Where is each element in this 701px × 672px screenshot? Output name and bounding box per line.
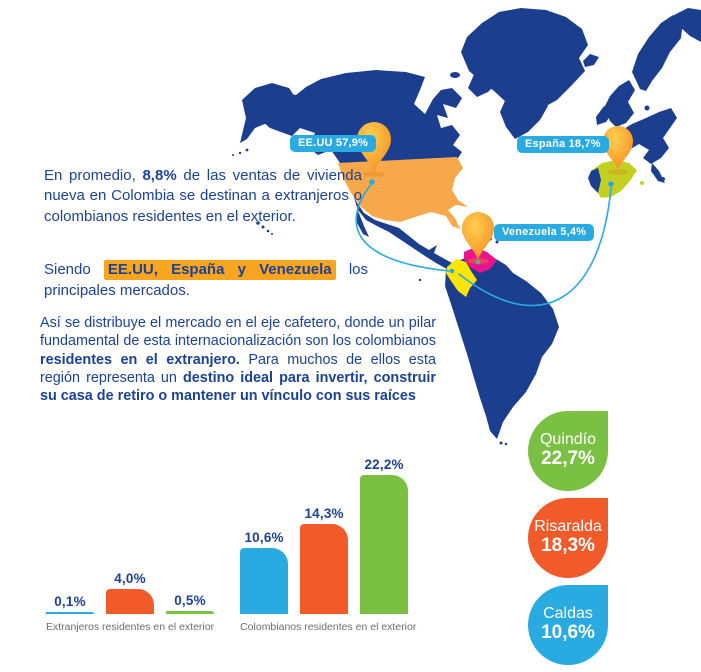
bars-row: 0,1% 4,0% 0,5% <box>46 571 214 614</box>
bar-value-label: 0,1% <box>54 593 86 609</box>
ireland-shape <box>596 106 613 125</box>
mexico-central-america-shape <box>354 198 465 274</box>
arctic-island-shape <box>450 72 460 78</box>
region-value: 18,3% <box>541 535 595 557</box>
bar <box>106 588 154 614</box>
bar-value-label: 14,3% <box>304 506 344 522</box>
hawaii-dot <box>261 225 265 229</box>
corsica-dot <box>661 177 665 181</box>
pin-shadow <box>467 258 489 264</box>
bar-group-label: Colombianos residentes en el exterior <box>240 620 417 633</box>
bar-item: 22,2% <box>360 457 409 614</box>
bar-item: 14,3% <box>300 506 349 614</box>
bar <box>300 524 349 614</box>
spain-pin-icon <box>603 126 633 170</box>
landmasses <box>232 8 701 446</box>
venezuela-pin-icon <box>462 212 494 259</box>
venezuela-shape <box>464 247 497 273</box>
region-text-2: Para muchos de ellos esta región represe… <box>40 351 436 386</box>
bar-chart: 0,1% 4,0% 0,5% Extranjeros residentes en el… <box>46 457 416 633</box>
falklands-dot <box>499 441 503 445</box>
labrador-shape <box>500 89 548 139</box>
aleutian-island-dot <box>245 148 249 152</box>
region-text-1: Así se distribuye el mercado en el eje c… <box>40 315 436 350</box>
region-bubble-quindio: Quindío 22,7% <box>528 411 608 491</box>
bar-chart-group-1: 10,6% 14,3% 22,2% Colombianos residentes en… <box>240 457 416 633</box>
finland-shape <box>674 8 701 42</box>
bar-item: 4,0% <box>106 571 154 614</box>
aleutian-island-dot <box>238 151 242 155</box>
hawaii-dot <box>271 233 273 235</box>
usa-shape <box>338 157 468 229</box>
connection-arcs <box>355 182 612 307</box>
iceland-shape <box>583 54 599 67</box>
puerto-rico-dot <box>495 240 499 244</box>
bar-chart-group-0: 0,1% 4,0% 0,5% Extranjeros residentes en el… <box>46 571 214 633</box>
arc-colombia-spain <box>458 187 612 307</box>
falklands-dot <box>504 442 508 446</box>
bar-value-label: 10,6% <box>244 529 284 545</box>
region-name: Risaralda <box>534 517 602 535</box>
region-bold-1: residentes en el extranjero. <box>40 351 240 368</box>
region-bold-2: destino ideal para invertir, construir s… <box>40 369 436 405</box>
baja-california-shape <box>356 211 369 237</box>
uk-shape <box>604 80 635 127</box>
pin-shadow <box>608 169 628 175</box>
region-name: Caldas <box>543 604 593 622</box>
intro-bold-percent: 8,8% <box>142 167 177 184</box>
intro-text-pre: En promedio, <box>44 167 143 184</box>
bars-row: 10,6% 14,3% 22,2% <box>240 457 416 614</box>
region-value: 22,7% <box>541 448 595 470</box>
arc-endpoint-dots <box>369 179 614 274</box>
bar-value-label: 22,2% <box>364 457 404 472</box>
intro-text-post: de las ventas de vivienda nueva en Colom… <box>44 167 362 225</box>
bar <box>166 610 214 614</box>
bar <box>240 547 289 614</box>
region-value: 10,6% <box>541 622 595 644</box>
pin-shadow <box>363 171 385 177</box>
hawaii-dot <box>256 221 260 225</box>
bar-chart-groups: 0,1% 4,0% 0,5% Extranjeros residentes en el… <box>46 457 416 633</box>
map-label-eeuu: EE.UU 57,9% <box>290 135 377 152</box>
bar-item: 10,6% <box>240 529 289 614</box>
region-bubble-risaralda: Risaralda 18,3% <box>528 498 608 578</box>
bar-item: 0,1% <box>46 594 94 614</box>
region-stats: Quindío 22,7% Risaralda 18,3% Caldas 10,… <box>528 411 608 672</box>
scandinavia-shape <box>632 15 683 91</box>
usa-endpoint-dot <box>369 179 375 185</box>
markets-text-post: los principales mercados. <box>44 261 369 300</box>
venezuela-endpoint-dot <box>475 259 481 265</box>
paragraph-main-markets: Siendo EE.UU, España y Venezuela los pri… <box>44 259 368 302</box>
balearic-dot <box>640 181 644 185</box>
aleutian-island-dot <box>232 154 234 156</box>
baffin-island-shape <box>468 60 505 97</box>
spain-shape <box>590 160 637 198</box>
hawaii-dot <box>266 229 270 233</box>
paragraph-coffee-region: Así se distribuye el mercado en el eje c… <box>40 314 436 405</box>
markets-text-pre: Siendo <box>44 261 104 278</box>
map-label-espana: España 18,7% <box>517 136 609 153</box>
south-america-shape <box>445 253 559 439</box>
intro-paragraph-average: En promedio, 8,8% de las ventas de vivie… <box>44 166 362 227</box>
region-name: Quindío <box>539 430 597 448</box>
bar-item: 0,5% <box>166 593 214 614</box>
colombia-endpoint-dot <box>449 268 455 274</box>
bar <box>360 475 409 614</box>
spain-endpoint-dot <box>608 181 614 187</box>
markets-highlighted-countries: EE.UU, España y Venezuela <box>103 260 336 280</box>
bar-value-label: 0,5% <box>174 592 206 608</box>
bar-group-label: Extranjeros residentes en el exterior <box>46 620 215 633</box>
portugal-shape <box>588 168 601 193</box>
bar-value-label: 4,0% <box>114 570 146 586</box>
map-label-venezuela: Venezuela 5,4% <box>494 224 595 241</box>
denmark-dot <box>644 105 650 111</box>
region-bubble-caldas: Caldas 10,6% <box>528 585 608 665</box>
bar <box>46 611 94 614</box>
galapagos-dot <box>418 278 422 282</box>
colombia-shape <box>446 259 477 297</box>
arc-colombia-usa <box>355 182 450 272</box>
